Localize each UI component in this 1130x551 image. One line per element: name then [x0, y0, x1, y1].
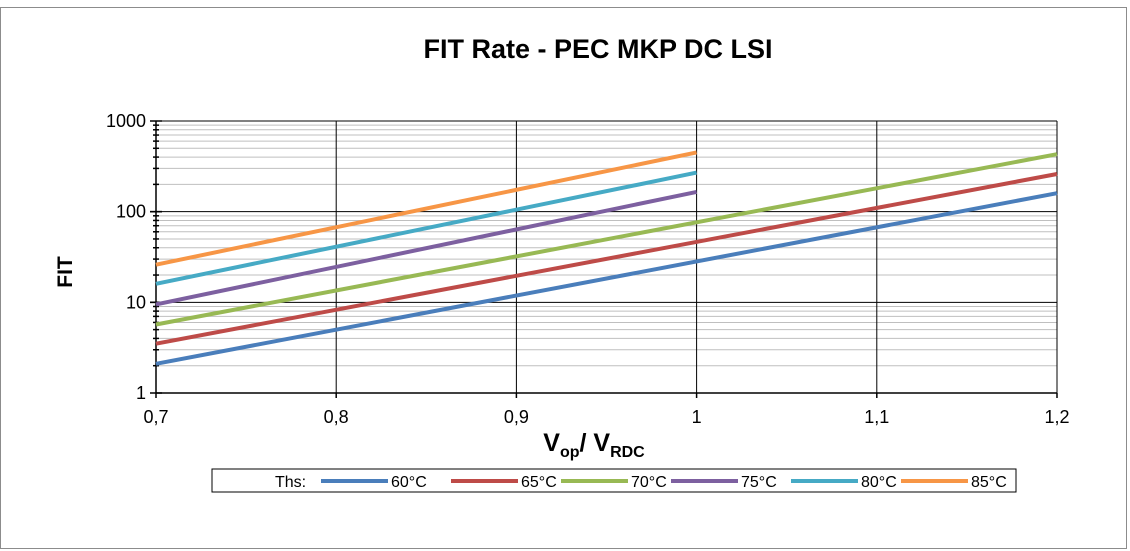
tick-labels: 1 10 100 1000 0,7 0,8 0,9 1 1,1 1,2: [106, 111, 1070, 427]
x-axis-title-sub1: op: [560, 444, 580, 461]
series-line-85c: [155, 150, 698, 267]
x-tick-label: 0,7: [143, 407, 168, 427]
x-axis-title-v2: / V: [579, 429, 610, 457]
x-tick-label: 1,2: [1044, 407, 1069, 427]
legend-prefix: Ths:: [275, 474, 306, 491]
series-line-70c: [155, 152, 1058, 327]
legend-label: 80°C: [861, 474, 897, 491]
x-axis-title-v1: V: [543, 429, 560, 457]
y-tick-label: 1: [136, 383, 146, 403]
x-tick-label: 1: [692, 407, 702, 427]
series-line-75c: [155, 189, 698, 307]
axes: [150, 120, 1058, 398]
legend: Ths: 60°C 65°C 70°C 75°C 80°C 85°C: [211, 468, 1017, 493]
x-axis-title: Vop/ VRDC: [543, 429, 645, 461]
legend-label: 60°C: [391, 474, 427, 491]
legend-items: 60°C 65°C 70°C 75°C 80°C 85°C: [321, 474, 1007, 491]
legend-label: 65°C: [521, 474, 557, 491]
x-tick-label: 0,8: [324, 407, 349, 427]
series-lines: [155, 150, 1058, 366]
series-line-80c: [155, 170, 698, 286]
series-line-65c: [155, 172, 1058, 346]
y-tick-label: 10: [126, 292, 146, 312]
y-tick-label: 1000: [106, 111, 146, 131]
legend-label: 75°C: [741, 474, 777, 491]
x-axis-title-sub2: RDC: [610, 444, 645, 461]
chart-title: FIT Rate - PEC MKP DC LSI: [423, 34, 772, 64]
y-tick-label: 100: [116, 202, 146, 222]
x-tick-label: 1,1: [864, 407, 889, 427]
series-line-60c: [155, 191, 1058, 366]
y-axis-title: FIT: [54, 256, 77, 288]
x-tick-label: 0,9: [504, 407, 529, 427]
legend-label: 70°C: [631, 474, 667, 491]
legend-label: 85°C: [971, 474, 1007, 491]
